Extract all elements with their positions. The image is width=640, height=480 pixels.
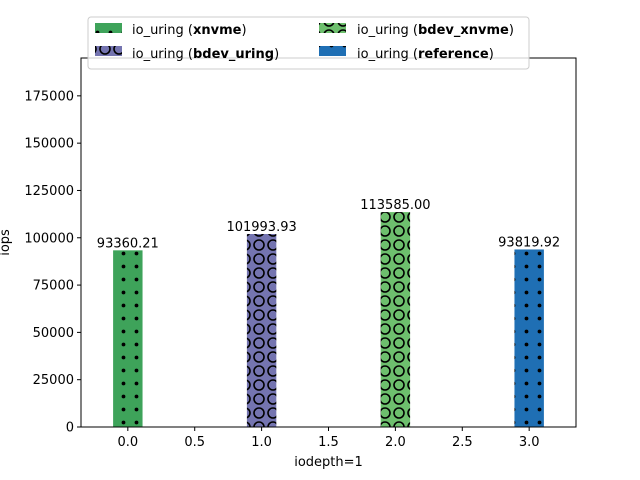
x-tick-label: 1.0 — [251, 435, 272, 450]
data-labels: 93360.21 101993.93 113585.00 93819.92 — [97, 198, 560, 251]
legend-box — [87, 16, 530, 70]
y-tick-label: 50000 — [33, 326, 74, 341]
y-tick-label: 175000 — [24, 89, 74, 104]
legend-swatch-bdev_xnvme — [319, 23, 346, 33]
legend-swatch-xnvme — [95, 23, 122, 33]
y-tick-label: 0 — [66, 421, 74, 436]
x-tick-label: 2.0 — [385, 435, 406, 450]
legend-label-bdev_uring: io_uring (bdev_uring) — [132, 47, 279, 62]
legend-label-xnvme: io_uring (xnvme) — [132, 23, 247, 38]
y-tick-label: 150000 — [24, 137, 74, 152]
x-axis: 0.0 0.5 1.0 1.5 2.0 2.5 3.0 — [117, 427, 540, 450]
data-label-xnvme: 93360.21 — [97, 236, 159, 251]
x-tick-label: 3.0 — [519, 435, 540, 450]
y-tick-label: 25000 — [33, 373, 74, 388]
legend-label-reference: io_uring (reference) — [357, 47, 494, 62]
legend: io_uring (xnvme) io_uring (bdev_uring) io_… — [87, 16, 530, 70]
y-axis-label: iops — [0, 229, 13, 256]
data-label-bdev_uring: 101993.93 — [226, 220, 296, 235]
bar-bdev_xnvme — [380, 212, 411, 427]
x-tick-label: 1.5 — [318, 435, 339, 450]
legend-label-bdev_xnvme: io_uring (bdev_xnvme) — [357, 23, 514, 38]
x-tick-label: 0.5 — [184, 435, 205, 450]
x-axis-label: iodepth=1 — [294, 455, 363, 470]
legend-swatch-reference — [319, 46, 346, 56]
data-label-bdev_xnvme: 113585.00 — [360, 198, 430, 213]
bar-xnvme — [113, 250, 143, 427]
y-axis: 0 25000 50000 75000 100000 125000 150000 175000 — [24, 89, 81, 436]
y-tick-label: 100000 — [24, 231, 74, 246]
bar-bdev_uring — [246, 233, 277, 427]
data-label-reference: 93819.92 — [498, 235, 560, 250]
y-tick-label: 125000 — [24, 184, 74, 199]
legend-swatch-bdev_uring — [95, 46, 122, 56]
y-tick-label: 75000 — [33, 279, 74, 294]
bars — [113, 212, 544, 427]
x-tick-label: 0.0 — [117, 435, 138, 450]
x-tick-label: 2.5 — [452, 435, 473, 450]
bar-reference — [514, 249, 544, 427]
